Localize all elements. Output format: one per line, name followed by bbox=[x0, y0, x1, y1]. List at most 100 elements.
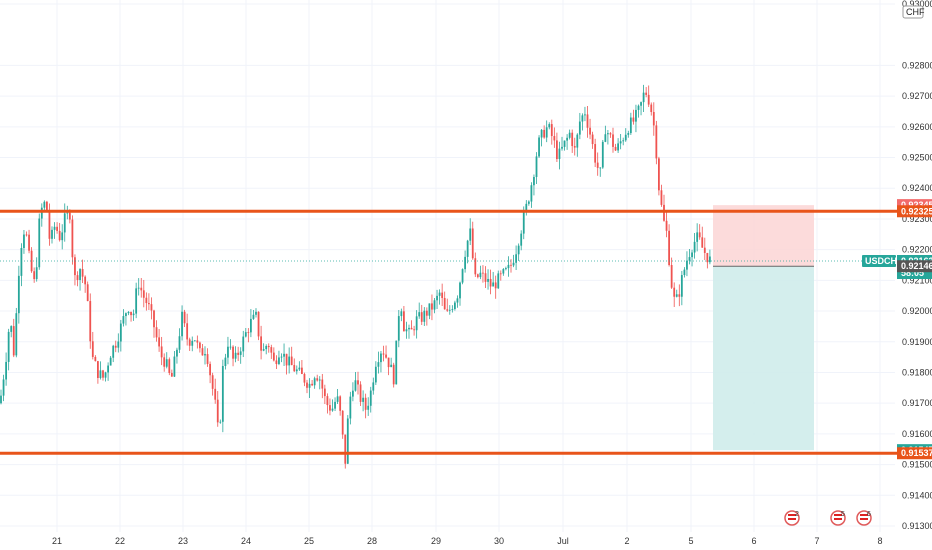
candle-body bbox=[341, 410, 344, 435]
candle-body bbox=[357, 380, 359, 385]
candle-body bbox=[28, 234, 30, 251]
candle-body bbox=[573, 146, 576, 148]
price-tag-bg bbox=[897, 260, 932, 273]
candle-body bbox=[464, 256, 466, 270]
y-tick-label: 0.92600 bbox=[902, 122, 932, 132]
candle-body bbox=[647, 94, 650, 105]
candle-body bbox=[334, 401, 336, 409]
candle-body bbox=[15, 313, 18, 356]
candle-body bbox=[178, 336, 181, 350]
candle-body bbox=[188, 339, 191, 346]
candle-body bbox=[209, 363, 211, 376]
candle-body bbox=[433, 300, 436, 310]
x-tick-label: 28 bbox=[367, 536, 377, 546]
x-tick-label: 29 bbox=[431, 536, 441, 546]
time-axis[interactable]: 21 22 23 24 25 28 29 30 Jul 2 5 6 7 8 bbox=[0, 532, 897, 550]
candle-body bbox=[448, 309, 451, 311]
candle-body bbox=[489, 278, 492, 287]
candle-body bbox=[359, 384, 362, 402]
candle-body bbox=[584, 114, 586, 116]
candle-body bbox=[119, 323, 122, 342]
time-axis-bg bbox=[0, 532, 897, 550]
take-profit-zone[interactable] bbox=[713, 266, 814, 451]
candle-body bbox=[545, 127, 548, 138]
candle-body bbox=[425, 310, 428, 316]
candle-body bbox=[232, 346, 234, 359]
event-count: 5 bbox=[841, 511, 845, 518]
candle-body bbox=[487, 278, 489, 282]
candle-body bbox=[510, 264, 512, 266]
candle-body bbox=[499, 273, 502, 275]
candle-body bbox=[272, 352, 275, 361]
candle-body bbox=[362, 397, 364, 402]
candle-body bbox=[20, 248, 23, 276]
candle-body bbox=[68, 212, 71, 220]
candle-body bbox=[387, 357, 390, 368]
candle-body bbox=[410, 327, 413, 330]
candle-body bbox=[392, 364, 395, 385]
candle-body bbox=[405, 329, 408, 332]
candle-body bbox=[158, 337, 160, 347]
candle-body bbox=[201, 348, 204, 356]
currency-badge-frame bbox=[902, 5, 924, 19]
candle-body bbox=[459, 282, 461, 299]
candle-body bbox=[461, 269, 464, 283]
candle-body bbox=[301, 367, 303, 374]
candle-body bbox=[170, 372, 173, 377]
candle-body bbox=[160, 346, 163, 358]
candle-body bbox=[86, 284, 89, 302]
candle-body bbox=[40, 207, 43, 219]
candle-body bbox=[522, 212, 525, 234]
candle-body bbox=[104, 372, 107, 378]
candle-body bbox=[624, 134, 627, 141]
candle-body bbox=[540, 129, 543, 138]
candle-body bbox=[250, 318, 252, 333]
candle-body bbox=[51, 229, 53, 239]
candle-body bbox=[380, 353, 382, 363]
candle-body bbox=[318, 379, 321, 381]
candle-body bbox=[66, 212, 69, 214]
candle-body bbox=[155, 327, 158, 338]
stop-loss-zone[interactable] bbox=[713, 205, 814, 267]
economic-events[interactable]: 2 5 6 bbox=[784, 510, 872, 526]
candle-body bbox=[367, 405, 370, 410]
candle-body bbox=[293, 365, 296, 372]
candle-body bbox=[107, 365, 109, 373]
candle-body bbox=[33, 271, 36, 280]
candle-body bbox=[288, 356, 291, 366]
y-tick-label: 0.92800 bbox=[902, 60, 932, 70]
candle-body bbox=[23, 234, 25, 249]
candle-body bbox=[688, 257, 691, 261]
y-tick-label: 0.92400 bbox=[902, 183, 932, 193]
candle-body bbox=[43, 201, 46, 208]
candle-body bbox=[484, 273, 487, 282]
candle-body bbox=[5, 361, 7, 380]
candle-body bbox=[395, 340, 398, 385]
candle-body bbox=[349, 396, 352, 419]
candle-body bbox=[193, 340, 196, 342]
event-marker[interactable]: 5 bbox=[830, 510, 846, 526]
candle-body bbox=[443, 297, 446, 310]
candle-body bbox=[153, 310, 155, 328]
candle-body bbox=[290, 356, 293, 366]
candle-body bbox=[655, 125, 658, 159]
candle-body bbox=[81, 269, 84, 277]
x-tick-label: Jul bbox=[557, 536, 569, 546]
x-tick-label: 24 bbox=[241, 536, 251, 546]
x-tick-label: 25 bbox=[304, 536, 314, 546]
event-marker[interactable]: 6 bbox=[856, 510, 872, 526]
flag-stripe bbox=[788, 514, 796, 516]
horizontal-levels[interactable] bbox=[0, 209, 897, 455]
candle-body bbox=[571, 132, 574, 147]
candle-body bbox=[275, 360, 278, 365]
candle-body bbox=[303, 373, 306, 383]
price-tag-value: 0.92146 bbox=[901, 261, 932, 271]
price-tag: 0.91537 bbox=[897, 447, 932, 460]
candle-body bbox=[12, 326, 15, 356]
event-marker[interactable]: 2 bbox=[784, 510, 800, 526]
candle-body bbox=[247, 332, 250, 333]
short-position-tool[interactable] bbox=[713, 205, 814, 451]
candle-body bbox=[614, 146, 617, 151]
candle-body bbox=[308, 383, 311, 388]
